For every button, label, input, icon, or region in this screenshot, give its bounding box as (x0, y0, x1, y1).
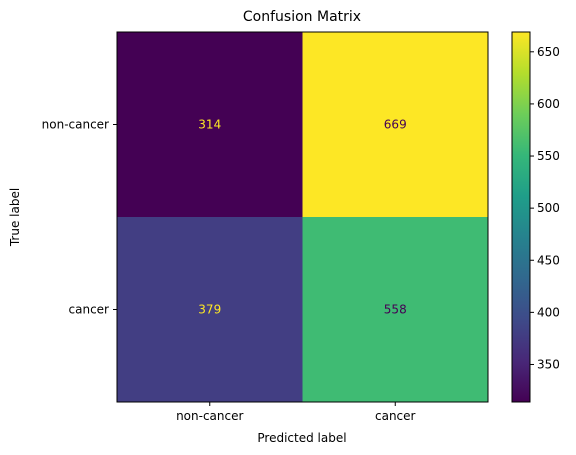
cell-value-label: 669 (384, 118, 407, 132)
colorbar-tick-label: 600 (537, 97, 560, 111)
colorbar-tick-label: 400 (537, 305, 560, 319)
colorbar-tick-label: 650 (537, 45, 560, 59)
colorbar (511, 31, 531, 403)
x-axis-label: Predicted label (257, 431, 346, 445)
colorbar-tick-label: 550 (537, 149, 560, 163)
colorbar-tick-label: 500 (537, 201, 560, 215)
matrix-cell-r0-c0 (117, 32, 303, 218)
matrix-cells (117, 32, 489, 403)
cell-value-label: 379 (198, 303, 221, 317)
cell-value-label: 314 (198, 118, 221, 132)
plot-frame (116, 31, 489, 403)
matrix-cell-labels: 314 669 379 558 (198, 118, 406, 317)
x-tick-label: non-cancer (176, 409, 243, 423)
matrix-cell-r1-c0 (117, 217, 303, 403)
x-axis-ticks: non-cancer cancer (176, 402, 416, 423)
colorbar-tick-label: 350 (537, 357, 560, 371)
y-axis-label: True label (8, 188, 22, 247)
matrix-cell-r1-c1 (302, 217, 489, 403)
y-axis-ticks: non-cancer cancer (42, 118, 117, 317)
y-tick-label: cancer (69, 303, 110, 317)
cell-value-label: 558 (384, 303, 407, 317)
colorbar-ticks: 350 400 450 500 550 600 650 (530, 45, 560, 371)
y-tick-label: non-cancer (42, 118, 109, 132)
chart-title: Confusion Matrix (243, 9, 361, 25)
x-tick-label: cancer (375, 409, 416, 423)
colorbar-tick-label: 450 (537, 253, 560, 267)
matrix-cell-r0-c1 (302, 32, 489, 218)
